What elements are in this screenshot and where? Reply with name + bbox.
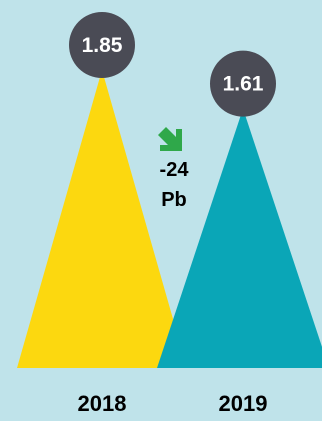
- category-label-2018: 2018: [78, 391, 127, 416]
- arrow-down-right-icon: [158, 127, 182, 151]
- triangle-2019: [157, 108, 322, 368]
- change-value: -24: [160, 159, 190, 181]
- category-label-2019: 2019: [219, 391, 268, 416]
- value-label-2019: 1.61: [223, 73, 264, 96]
- value-badge-2019: [210, 50, 276, 117]
- value-label-2018: 1.85: [82, 34, 123, 57]
- change-unit: Pb: [161, 189, 187, 211]
- triangle-2018: [17, 70, 187, 368]
- value-badge-2018: [69, 12, 135, 78]
